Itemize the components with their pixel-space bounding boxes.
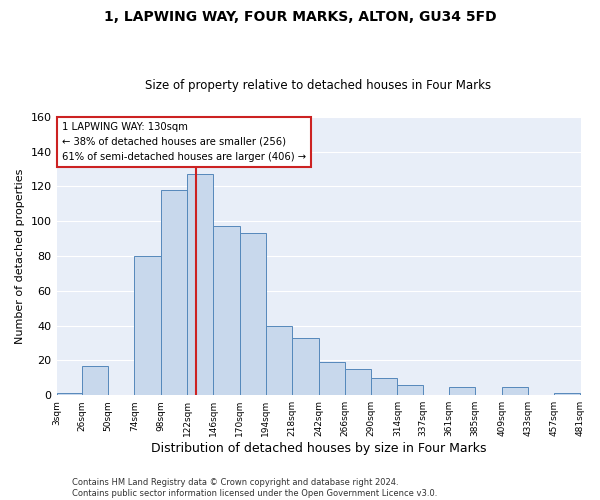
Bar (266, 326, 292, 395)
Bar (187, 174, 213, 395)
Bar (82, 366, 108, 395)
Y-axis label: Number of detached properties: Number of detached properties (15, 168, 25, 344)
Bar (397, 385, 422, 395)
Bar (161, 190, 187, 395)
Bar (502, 386, 528, 395)
Text: 1, LAPWING WAY, FOUR MARKS, ALTON, GU34 5FD: 1, LAPWING WAY, FOUR MARKS, ALTON, GU34 … (104, 10, 496, 24)
Bar (449, 386, 475, 395)
Bar (213, 226, 239, 395)
Bar (554, 394, 580, 395)
Bar (345, 369, 371, 395)
Bar (239, 234, 266, 395)
X-axis label: Distribution of detached houses by size in Four Marks: Distribution of detached houses by size … (151, 442, 486, 455)
Text: 1 LAPWING WAY: 130sqm
← 38% of detached houses are smaller (256)
61% of semi-det: 1 LAPWING WAY: 130sqm ← 38% of detached … (62, 122, 306, 162)
Title: Size of property relative to detached houses in Four Marks: Size of property relative to detached ho… (145, 79, 491, 92)
Bar (292, 338, 319, 395)
Bar (319, 362, 345, 395)
Bar (371, 378, 397, 395)
Bar (56, 394, 82, 395)
Bar (134, 256, 161, 395)
Text: Contains HM Land Registry data © Crown copyright and database right 2024.
Contai: Contains HM Land Registry data © Crown c… (72, 478, 437, 498)
